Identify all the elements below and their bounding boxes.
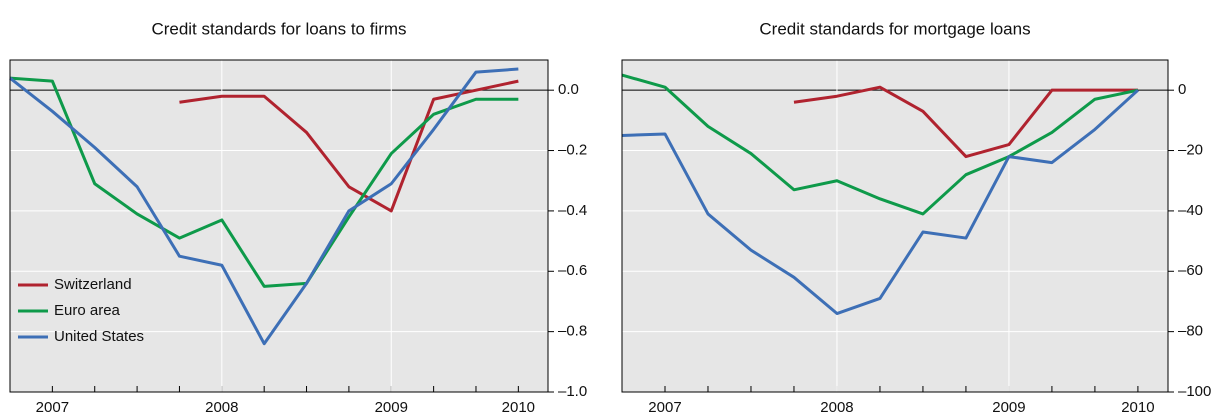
y-tick-label: –20 xyxy=(1178,142,1203,159)
y-tick-label: –40 xyxy=(1178,202,1203,219)
legend-label: Euro area xyxy=(54,302,121,319)
y-tick-label: –0.8 xyxy=(558,323,587,340)
x-tick-label: 2010 xyxy=(1121,399,1154,416)
legend-label: Switzerland xyxy=(54,276,132,293)
series-line xyxy=(9,67,519,346)
y-tick-label: 0 xyxy=(1178,81,1186,98)
chart-title: Credit standards for loans to firms xyxy=(151,19,406,38)
series-line xyxy=(9,76,519,288)
series-line xyxy=(621,73,1139,216)
y-tick-label: –0.6 xyxy=(558,262,587,279)
y-tick-label: –100 xyxy=(1178,383,1211,400)
x-tick-label: 2009 xyxy=(992,399,1025,416)
plot-area xyxy=(622,60,1168,392)
plot-area xyxy=(10,60,548,392)
plot-frame xyxy=(621,59,1169,393)
x-tick-label: 2008 xyxy=(205,399,238,416)
y-tick-label: 0.0 xyxy=(558,81,579,98)
y-tick-label: –0.2 xyxy=(558,142,587,159)
x-tick-label: 2008 xyxy=(820,399,853,416)
y-tick-label: –60 xyxy=(1178,262,1203,279)
x-tick-label: 2007 xyxy=(36,399,69,416)
series-line xyxy=(793,85,1138,159)
x-tick-label: 2010 xyxy=(502,399,535,416)
series-line xyxy=(621,89,1139,316)
y-tick-label: –1.0 xyxy=(558,383,587,400)
y-tick-label: –0.4 xyxy=(558,202,587,219)
x-tick-label: 2007 xyxy=(648,399,681,416)
y-tick-label: –80 xyxy=(1178,323,1203,340)
legend-label: United States xyxy=(54,328,144,345)
plot-frame xyxy=(9,59,549,393)
chart-title: Credit standards for mortgage loans xyxy=(759,19,1030,38)
x-tick-label: 2009 xyxy=(375,399,408,416)
